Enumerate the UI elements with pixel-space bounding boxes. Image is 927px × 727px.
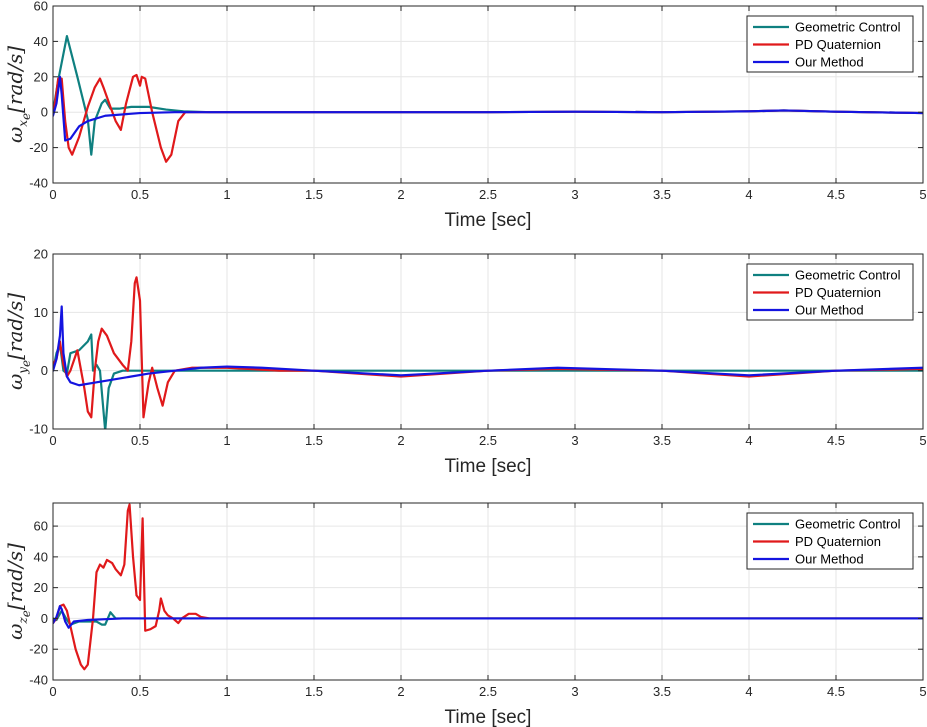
x-tick-label-3: 1.5 (305, 433, 323, 448)
x-tick-label-10: 5 (919, 187, 926, 202)
legend-entry-2: PD Quaternion (795, 534, 881, 549)
y-axis-label: ωxe[rad/s] (3, 46, 33, 143)
legend: Geometric Control PD Quaternion Our Method (746, 15, 914, 73)
x-tick-label-1: 0.5 (131, 187, 149, 202)
legend-entry-1: Geometric Control (795, 268, 901, 283)
y-label-subscript: x (16, 120, 30, 127)
series-line-geometric-control (53, 333, 923, 429)
x-tick-label-2: 1 (223, 187, 230, 202)
y-label-sub-subscript: e (19, 113, 33, 120)
legend: Geometric Control PD Quaternion Our Method (746, 512, 914, 570)
y-label-unit: [rad/s] (3, 543, 27, 610)
series-group (53, 34, 923, 163)
x-tick-label-4: 2 (397, 684, 404, 699)
x-axis-label: Time [sec] (445, 456, 532, 477)
x-tick-label-0: 0 (49, 187, 56, 202)
series-line-our-method (53, 305, 923, 387)
y-axis-label: ωze[rad/s] (3, 543, 33, 640)
y-tick-label-1: -20 (29, 642, 48, 657)
y-label-unit: [rad/s] (3, 293, 27, 360)
x-tick-label-8: 4 (745, 187, 752, 202)
y-tick-label-0: -10 (29, 422, 48, 437)
x-tick-label-0: 0 (49, 684, 56, 699)
x-tick-label-9: 4.5 (827, 187, 845, 202)
y-label-symbol: ω (3, 374, 27, 390)
y-label-symbol: ω (3, 624, 27, 640)
x-tick-label-10: 5 (919, 684, 926, 699)
y-tick-label-2: 0 (41, 611, 48, 626)
x-tick-label-4: 2 (397, 433, 404, 448)
x-tick-label-8: 4 (745, 433, 752, 448)
legend-entry-3: Our Method (795, 55, 864, 70)
chart-3: 0 0.5 1 1.5 2 2.5 3 3.5 4 4.5 5 -40 -20 0 20 40 60 Time [… (3, 502, 927, 727)
x-tick-label-6: 3 (571, 187, 578, 202)
y-label-symbol: ω (3, 127, 27, 143)
y-label-subscript: z (16, 617, 30, 625)
x-tick-label-6: 3 (571, 684, 578, 699)
x-tick-label-5: 2.5 (479, 433, 497, 448)
legend-entry-2: PD Quaternion (795, 285, 881, 300)
x-tick-label-1: 0.5 (131, 684, 149, 699)
y-tick-label-3: 20 (34, 247, 48, 262)
x-tick-label-2: 1 (223, 684, 230, 699)
x-tick-label-9: 4.5 (827, 433, 845, 448)
y-tick-label-4: 40 (34, 34, 48, 49)
y-axis-label: ωye[rad/s] (3, 293, 33, 390)
series-line-our-method (53, 605, 923, 629)
y-tick-label-5: 60 (34, 519, 48, 534)
y-tick-label-3: 20 (34, 69, 48, 84)
y-tick-label-1: -20 (29, 140, 48, 155)
x-axis-label: Time [sec] (445, 210, 532, 231)
y-tick-label-4: 40 (34, 549, 48, 564)
x-tick-label-9: 4.5 (827, 684, 845, 699)
legend: Geometric Control PD Quaternion Our Method (746, 263, 914, 321)
series-group (53, 276, 923, 429)
x-tick-label-3: 1.5 (305, 187, 323, 202)
x-tick-label-6: 3 (571, 433, 578, 448)
series-line-pd-quaternion (53, 503, 923, 671)
x-tick-label-10: 5 (919, 433, 926, 448)
y-tick-label-5: 60 (34, 0, 48, 14)
y-tick-label-1: 0 (41, 363, 48, 378)
series-line-our-method (53, 75, 923, 142)
series-group (53, 503, 923, 671)
x-tick-label-1: 0.5 (131, 433, 149, 448)
y-tick-label-0: -40 (29, 673, 48, 688)
x-tick-label-7: 3.5 (653, 187, 671, 202)
y-tick-label-2: 0 (41, 105, 48, 120)
x-tick-label-3: 1.5 (305, 684, 323, 699)
x-tick-label-7: 3.5 (653, 684, 671, 699)
legend-entry-3: Our Method (795, 552, 864, 567)
y-tick-label-2: 10 (34, 305, 48, 320)
legend-entry-1: Geometric Control (795, 517, 901, 532)
legend-entry-1: Geometric Control (795, 20, 901, 35)
y-label-unit: [rad/s] (3, 46, 27, 113)
y-label-sub-subscript: e (19, 610, 33, 617)
chart-1: 0 0.5 1 1.5 2 2.5 3 3.5 4 4.5 5 -40 -20 0 20 40 60 Time [… (3, 0, 927, 231)
y-tick-label-3: 20 (34, 580, 48, 595)
legend-entry-2: PD Quaternion (795, 37, 881, 52)
x-axis-label: Time [sec] (445, 707, 532, 727)
x-tick-label-0: 0 (49, 433, 56, 448)
x-tick-label-2: 1 (223, 433, 230, 448)
y-label-sub-subscript: e (19, 360, 33, 367)
y-label-subscript: y (16, 367, 30, 375)
x-tick-label-7: 3.5 (653, 433, 671, 448)
x-tick-label-5: 2.5 (479, 187, 497, 202)
y-tick-label-0: -40 (29, 176, 48, 191)
x-tick-label-4: 2 (397, 187, 404, 202)
x-tick-label-5: 2.5 (479, 684, 497, 699)
x-tick-label-8: 4 (745, 684, 752, 699)
legend-entry-3: Our Method (795, 303, 864, 318)
